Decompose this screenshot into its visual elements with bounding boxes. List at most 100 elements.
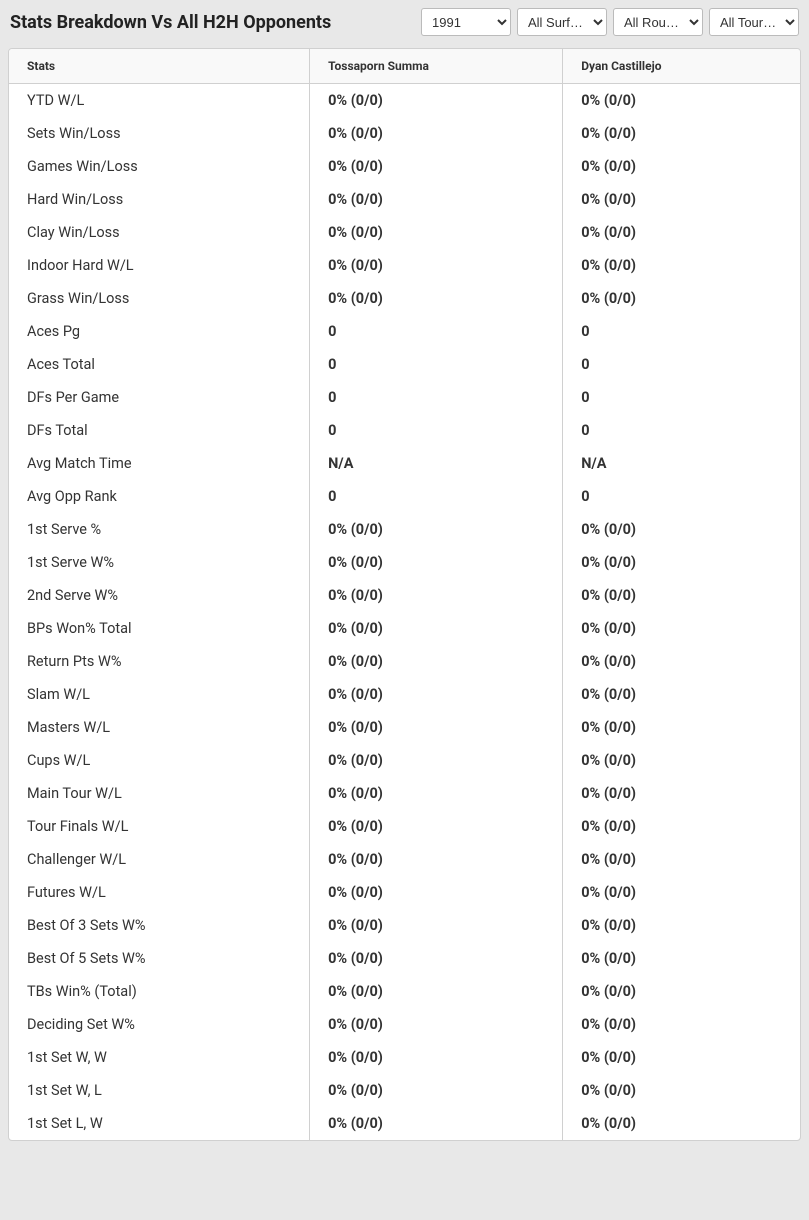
stat-value-p2: 0% (0/0) [563, 84, 800, 118]
table-row: Aces Pg00 [9, 315, 800, 348]
stat-label: Challenger W/L [9, 843, 310, 876]
stat-value-p1: 0 [310, 480, 563, 513]
stat-value-p1: 0% (0/0) [310, 678, 563, 711]
stat-value-p1: 0% (0/0) [310, 150, 563, 183]
stat-value-p1: 0 [310, 315, 563, 348]
stat-label: Aces Pg [9, 315, 310, 348]
stat-label: 1st Set L, W [9, 1107, 310, 1140]
stat-value-p2: 0% (0/0) [563, 1107, 800, 1140]
stat-label: DFs Per Game [9, 381, 310, 414]
table-header-row: Stats Tossaporn Summa Dyan Castillejo [9, 49, 800, 84]
table-row: Games Win/Loss0% (0/0)0% (0/0) [9, 150, 800, 183]
table-row: 2nd Serve W%0% (0/0)0% (0/0) [9, 579, 800, 612]
stat-value-p2: 0% (0/0) [563, 117, 800, 150]
stat-value-p2: 0% (0/0) [563, 1041, 800, 1074]
table-row: Aces Total00 [9, 348, 800, 381]
stat-value-p2: 0% (0/0) [563, 150, 800, 183]
stat-value-p2: 0% (0/0) [563, 876, 800, 909]
table-row: 1st Set L, W0% (0/0)0% (0/0) [9, 1107, 800, 1140]
stat-label: 1st Set W, W [9, 1041, 310, 1074]
stat-value-p1: 0% (0/0) [310, 909, 563, 942]
stat-value-p2: 0% (0/0) [563, 744, 800, 777]
stat-label: Masters W/L [9, 711, 310, 744]
stat-label: Avg Match Time [9, 447, 310, 480]
stats-table: Stats Tossaporn Summa Dyan Castillejo YT… [9, 49, 800, 1140]
table-row: DFs Total00 [9, 414, 800, 447]
table-row: Hard Win/Loss0% (0/0)0% (0/0) [9, 183, 800, 216]
stat-label: 1st Set W, L [9, 1074, 310, 1107]
stat-label: BPs Won% Total [9, 612, 310, 645]
stat-value-p2: 0% (0/0) [563, 546, 800, 579]
stat-value-p1: 0% (0/0) [310, 975, 563, 1008]
stat-label: Best Of 5 Sets W% [9, 942, 310, 975]
table-row: YTD W/L0% (0/0)0% (0/0) [9, 84, 800, 118]
stat-value-p2: 0% (0/0) [563, 942, 800, 975]
stat-value-p1: 0% (0/0) [310, 513, 563, 546]
stat-value-p2: 0 [563, 315, 800, 348]
table-row: Main Tour W/L0% (0/0)0% (0/0) [9, 777, 800, 810]
stat-value-p1: 0% (0/0) [310, 645, 563, 678]
tour-select[interactable]: All Tour… [709, 8, 799, 36]
stat-value-p1: 0% (0/0) [310, 612, 563, 645]
table-row: Slam W/L0% (0/0)0% (0/0) [9, 678, 800, 711]
stat-value-p2: 0% (0/0) [563, 810, 800, 843]
stat-value-p2: 0% (0/0) [563, 975, 800, 1008]
stat-value-p2: 0 [563, 480, 800, 513]
stat-value-p1: N/A [310, 447, 563, 480]
stat-value-p1: 0 [310, 348, 563, 381]
table-row: Clay Win/Loss0% (0/0)0% (0/0) [9, 216, 800, 249]
table-row: 1st Serve W%0% (0/0)0% (0/0) [9, 546, 800, 579]
stat-label: Clay Win/Loss [9, 216, 310, 249]
table-row: Best Of 3 Sets W%0% (0/0)0% (0/0) [9, 909, 800, 942]
stat-label: Main Tour W/L [9, 777, 310, 810]
stat-value-p1: 0 [310, 381, 563, 414]
stat-value-p2: 0% (0/0) [563, 579, 800, 612]
stat-value-p2: 0% (0/0) [563, 777, 800, 810]
table-row: TBs Win% (Total)0% (0/0)0% (0/0) [9, 975, 800, 1008]
stat-value-p1: 0% (0/0) [310, 84, 563, 118]
stat-value-p1: 0% (0/0) [310, 282, 563, 315]
stat-value-p1: 0% (0/0) [310, 744, 563, 777]
filters: 1991 All Surf… All Rou… All Tour… [421, 8, 799, 36]
stat-value-p1: 0% (0/0) [310, 579, 563, 612]
table-row: 1st Set W, L0% (0/0)0% (0/0) [9, 1074, 800, 1107]
stat-label: TBs Win% (Total) [9, 975, 310, 1008]
table-row: Best Of 5 Sets W%0% (0/0)0% (0/0) [9, 942, 800, 975]
stat-value-p1: 0% (0/0) [310, 777, 563, 810]
table-row: Return Pts W%0% (0/0)0% (0/0) [9, 645, 800, 678]
col-stats: Stats [9, 49, 310, 84]
stat-value-p2: 0% (0/0) [563, 282, 800, 315]
stat-label: 2nd Serve W% [9, 579, 310, 612]
table-row: Masters W/L0% (0/0)0% (0/0) [9, 711, 800, 744]
stat-label: 1st Serve % [9, 513, 310, 546]
stat-label: Tour Finals W/L [9, 810, 310, 843]
table-row: Grass Win/Loss0% (0/0)0% (0/0) [9, 282, 800, 315]
stat-label: DFs Total [9, 414, 310, 447]
stat-value-p2: 0% (0/0) [563, 843, 800, 876]
stat-value-p2: 0% (0/0) [563, 1074, 800, 1107]
table-row: Sets Win/Loss0% (0/0)0% (0/0) [9, 117, 800, 150]
stat-value-p1: 0% (0/0) [310, 216, 563, 249]
stat-label: Games Win/Loss [9, 150, 310, 183]
stat-value-p2: 0% (0/0) [563, 183, 800, 216]
round-select[interactable]: All Rou… [613, 8, 703, 36]
table-row: Deciding Set W%0% (0/0)0% (0/0) [9, 1008, 800, 1041]
stat-value-p1: 0% (0/0) [310, 942, 563, 975]
stat-value-p2: 0% (0/0) [563, 909, 800, 942]
stat-value-p2: 0% (0/0) [563, 612, 800, 645]
year-select[interactable]: 1991 [421, 8, 511, 36]
stat-value-p1: 0% (0/0) [310, 1074, 563, 1107]
surface-select[interactable]: All Surf… [517, 8, 607, 36]
table-row: Avg Opp Rank00 [9, 480, 800, 513]
table-row: Futures W/L0% (0/0)0% (0/0) [9, 876, 800, 909]
col-player2: Dyan Castillejo [563, 49, 800, 84]
stat-value-p1: 0% (0/0) [310, 1008, 563, 1041]
stat-value-p1: 0% (0/0) [310, 810, 563, 843]
stat-label: Deciding Set W% [9, 1008, 310, 1041]
table-row: Challenger W/L0% (0/0)0% (0/0) [9, 843, 800, 876]
stat-value-p1: 0% (0/0) [310, 183, 563, 216]
table-row: 1st Serve %0% (0/0)0% (0/0) [9, 513, 800, 546]
stat-label: Grass Win/Loss [9, 282, 310, 315]
stat-value-p1: 0% (0/0) [310, 1107, 563, 1140]
stat-value-p2: N/A [563, 447, 800, 480]
